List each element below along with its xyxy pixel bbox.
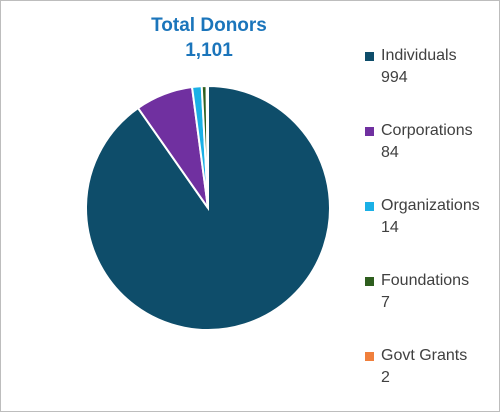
legend-swatch — [365, 277, 374, 286]
chart-subtitle: 1,101 — [185, 40, 233, 61]
legend-value: 2 — [381, 369, 390, 386]
legend-label: Foundations — [381, 272, 470, 289]
legend-value: 994 — [381, 69, 408, 86]
pie-slice-govt-grants — [205, 84, 209, 209]
legend-value: 14 — [381, 219, 399, 236]
chart-title-block: Total Donors 1,101 — [109, 13, 309, 63]
legend-swatch — [365, 352, 374, 361]
legend-swatch — [365, 127, 374, 136]
pie-chart — [85, 84, 331, 331]
legend-value: 7 — [381, 294, 390, 311]
legend-label: Govt Grants — [381, 347, 468, 364]
legend-swatch — [365, 52, 374, 61]
legend-label: Organizations — [381, 197, 480, 214]
legend-label: Individuals — [381, 47, 457, 64]
legend-label: Corporations — [381, 122, 473, 139]
legend-value: 84 — [381, 144, 399, 161]
legend-swatch — [365, 202, 374, 211]
chart-title: Total Donors — [151, 15, 267, 36]
